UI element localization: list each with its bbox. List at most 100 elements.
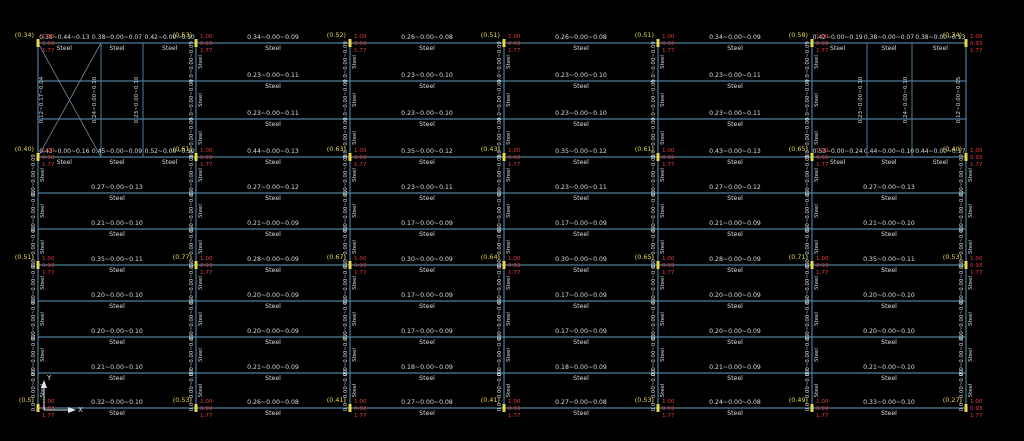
column-ratio-label: 0.0~0.00~0.09 [805,369,811,411]
node-marker[interactable] [36,39,40,47]
column-ratio-label: 0.0~0.00~0.09 [343,334,349,376]
beam-material-label: Steel [265,375,281,382]
beam-ratio-label: 0.44~0.00~0.17 [915,148,965,155]
node-marker[interactable] [36,261,40,269]
beam-ratio-label: 0.28~0.00~0.09 [709,256,761,263]
beam-material-label: Steel [109,231,125,238]
beam-material-label: Steel [109,303,125,310]
column-ratio-label: 0.0~0.00~0.09 [31,298,37,340]
red-value-label: 1.00 [42,34,55,40]
column-material-label: Steel [506,348,512,362]
node-marker[interactable] [656,153,660,161]
node-marker[interactable] [810,153,814,161]
node-marker[interactable] [194,261,198,269]
column-ratio-label: 0.0~0.00~0.09 [651,298,657,340]
red-value-label: 0.93 [42,155,55,161]
beam-ratio-label: 0.27~0.00~0.08 [555,399,607,406]
beam-ratio-label: 0.18~0.00~0.09 [401,364,453,371]
beam-ratio-label: 0.30~0.00~0.09 [401,256,453,263]
node-marker[interactable] [810,39,814,47]
axis-x-label: X [78,406,83,414]
node-marker[interactable] [194,39,198,47]
beam-material-label: Steel [727,83,743,90]
node-marker[interactable] [194,404,198,412]
node-marker[interactable] [348,153,352,161]
brace-diagonal[interactable] [37,42,102,158]
red-value-label: 1.77 [662,270,675,276]
node-marker[interactable] [36,153,40,161]
red-value-label: 1.00 [354,256,367,262]
beam-ratio-label: 0.21~0.00~0.10 [91,220,143,227]
column-ratio-label: 0.0~0.00~0.09 [497,369,503,411]
node-ratio-label: (0.41) [481,396,500,404]
column-ratio-label: 0.0~0.00~0.09 [651,262,657,304]
column-ratio-label: 0.0~0.00~0.09 [805,298,811,340]
node-marker[interactable] [502,404,506,412]
column-material-label: Steel [814,55,820,69]
beam-material-label: Steel [573,83,589,90]
beam-ratio-label: 0.34~0.00~0.09 [709,34,761,41]
red-value-label: 1.77 [42,48,55,54]
column-ratio-label: 0.0~0.00~0.09 [805,154,811,196]
column-ratio-label: 0.0~0.00~0.09 [651,41,657,83]
node-ratio-label: (0.34) [943,31,962,39]
column-ratio-label: 0.0~0.00~0.09 [805,262,811,304]
column-material-label: Steel [814,276,820,290]
node-marker[interactable] [502,153,506,161]
beam-ratio-label: 0.20~0.00~0.09 [709,292,761,299]
red-value-label: 1.77 [816,270,829,276]
column-ratio-label: 0.0~0.00~0.09 [189,262,195,304]
node-marker[interactable] [502,261,506,269]
beam-material-label: Steel [881,375,897,382]
beam-ratio-label: 0.35~0.00~0.11 [863,256,915,263]
node-ratio-label: (0.65) [789,145,808,153]
column-ratio-label: 0.0~0.00~0.09 [805,226,811,268]
red-value-label: 1.00 [816,399,829,405]
node-marker[interactable] [964,39,968,47]
red-value-label: 1.00 [42,256,55,262]
column-ratio-label: 0.0~0.00~0.09 [959,190,965,232]
beam-material-label: Steel [727,410,743,417]
column-material-label: Steel [506,384,512,398]
node-marker[interactable] [964,153,968,161]
red-value-label: 0.93 [200,406,213,412]
column-ratio-label: 0.0~0.00~0.09 [31,226,37,268]
red-value-label: 0.93 [508,41,521,47]
column-material-label: Steel [198,312,204,326]
node-marker[interactable] [656,261,660,269]
red-value-label: 1.77 [662,48,675,54]
node-marker[interactable] [348,39,352,47]
column-material-label: Steel [40,384,46,398]
node-marker[interactable] [810,261,814,269]
beam-ratio-label: 0.53~0.00~0.24 [813,148,863,155]
beam-ratio-label: 0.35~0.00~0.12 [401,148,453,155]
red-value-label: 1.77 [816,413,829,419]
node-marker[interactable] [194,153,198,161]
node-marker[interactable] [348,404,352,412]
beam-material-label: Steel [265,83,281,90]
beam-ratio-label: 0.42~0.00~0.10 [145,34,195,41]
node-marker[interactable] [502,39,506,47]
node-marker[interactable] [964,261,968,269]
beam-material-label: Steel [419,231,435,238]
beam-material-label: Steel [830,45,846,52]
column-ratio-label: 0.0~0.00~0.09 [497,190,503,232]
node-marker[interactable] [656,404,660,412]
beam-ratio-label: 0.27~0.00~0.13 [91,184,143,191]
node-marker[interactable] [964,404,968,412]
column-material-label: Steel [660,348,666,362]
node-marker[interactable] [810,404,814,412]
column-ratio-label: 0.23~0.00~0.10 [858,76,864,123]
beam-ratio-label: 0.17~0.00~0.09 [555,328,607,335]
column-ratio-label: 0.0~0.00~0.09 [497,298,503,340]
node-marker[interactable] [656,39,660,47]
column-ratio-label: 0.0~0.00~0.09 [651,334,657,376]
node-ratio-label: (0.51) [635,31,654,39]
red-value-label: 1.00 [354,399,367,405]
column-ratio-label: 0.0~0.00~0.09 [497,154,503,196]
red-value-label: 0.93 [42,406,55,412]
node-marker[interactable] [348,261,352,269]
node-marker[interactable] [36,404,40,412]
